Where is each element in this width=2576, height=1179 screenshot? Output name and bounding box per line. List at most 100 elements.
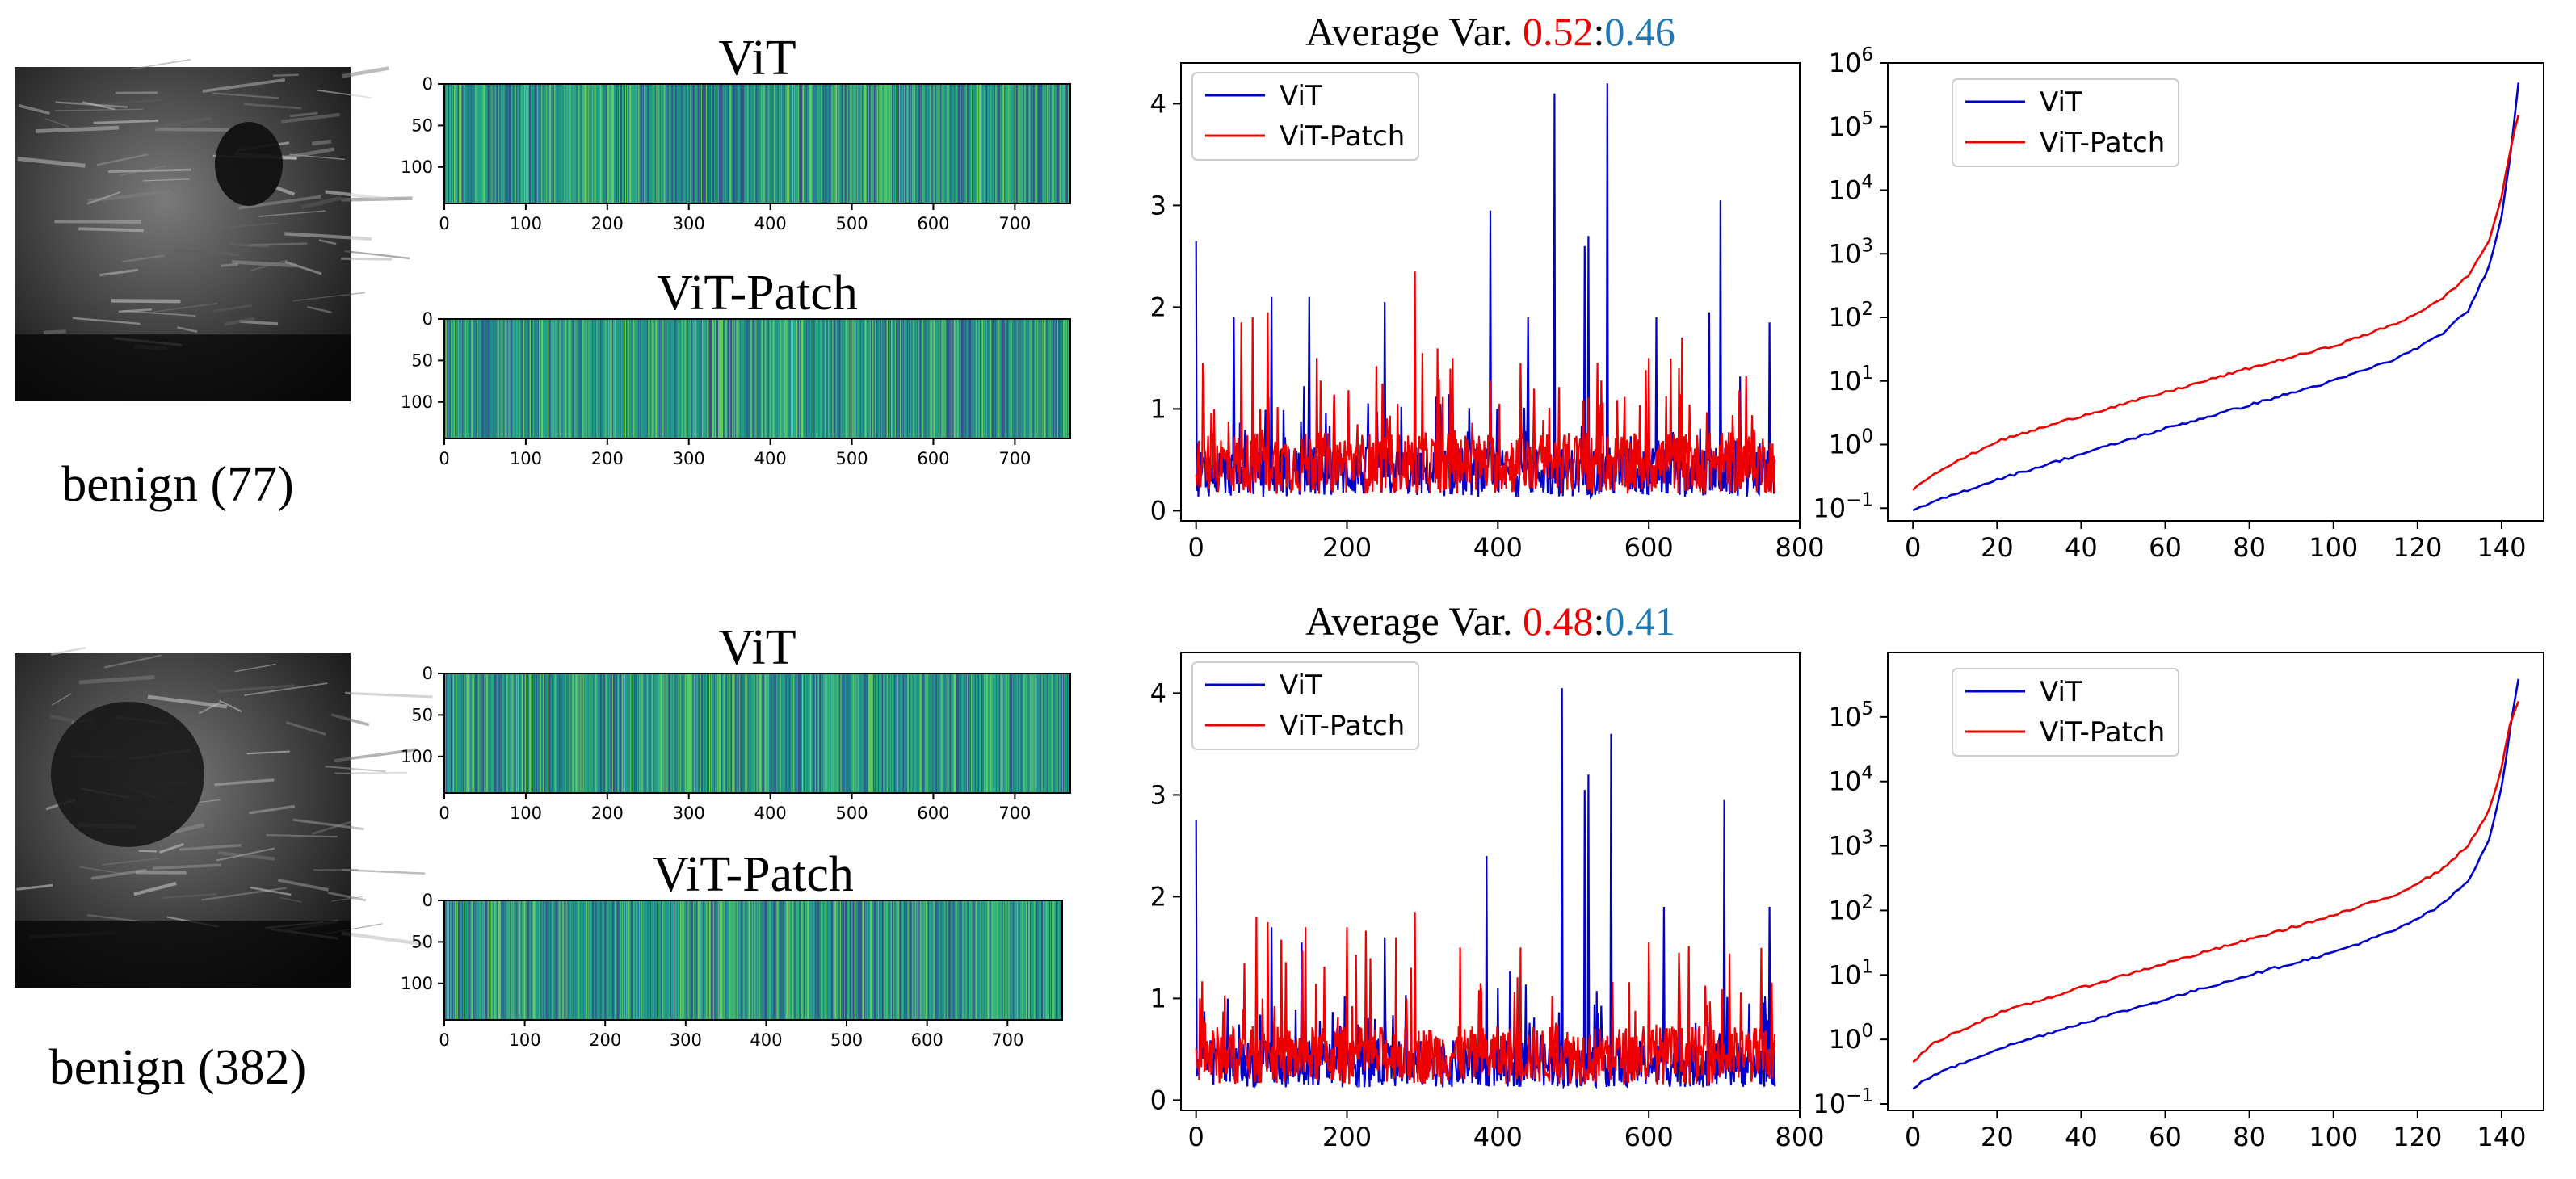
heatmap-cell [847, 84, 849, 203]
heatmap-cell [1019, 900, 1020, 1020]
heatmap-cell [560, 84, 561, 203]
heatmap-cell [502, 673, 504, 793]
heatmap-cell [822, 900, 824, 1020]
heatmap-cell [713, 673, 715, 793]
heatmap-cell [496, 84, 498, 203]
heatmap-cell [662, 319, 664, 438]
heatmap-cell [667, 319, 670, 438]
heatmap-cell [900, 900, 902, 1020]
speckle [280, 896, 302, 903]
heatmap-cell [559, 673, 561, 793]
heatmap-cell [708, 319, 711, 438]
heatmap-cell [597, 84, 599, 203]
speckle [292, 818, 364, 831]
heatmap-cell [967, 900, 969, 1020]
heatmap-cell [546, 319, 548, 438]
heatmap-cell [485, 673, 488, 793]
heatmap-cell [811, 673, 813, 793]
heatmap-cell [607, 84, 609, 203]
heatmap-cell [826, 900, 828, 1020]
heatmap-cell [771, 673, 774, 793]
ytick-label: 102 [1829, 892, 1873, 925]
heatmap-cell [738, 319, 740, 438]
heatmap-cell [561, 900, 563, 1020]
heatmap-cell [595, 673, 597, 793]
heatmap-cell [1053, 84, 1056, 203]
heatmap-cell [1048, 900, 1050, 1020]
heatmap-cell [1011, 673, 1012, 793]
heatmap-cell [1041, 84, 1044, 203]
heatmap-cell [880, 900, 882, 1020]
heatmap-cell [917, 319, 918, 438]
heatmap-cell [909, 319, 910, 438]
heatmap-cell [710, 319, 712, 438]
heatmap-cell [622, 84, 624, 203]
heatmap-cell [718, 900, 721, 1020]
heatmap-xtick-label: 300 [673, 214, 705, 233]
heatmap-cell [981, 84, 983, 203]
heatmap-cell [1033, 900, 1035, 1020]
heatmap-cell [1053, 673, 1055, 793]
heatmap-cell [900, 673, 901, 793]
heatmap-cell [781, 319, 784, 438]
heatmap-cell [1021, 900, 1023, 1020]
heatmap-cell [781, 900, 783, 1020]
heatmap-cell [786, 319, 788, 438]
heatmap-cell [910, 84, 911, 203]
heatmap-cell [779, 900, 780, 1020]
heatmap-cell [449, 900, 452, 1020]
heatmap-cell [482, 900, 485, 1020]
xtick-label: 100 [2309, 1122, 2358, 1152]
heatmap-cell [584, 673, 586, 793]
heatmap-cell [983, 84, 985, 203]
heatmap-cell [808, 900, 809, 1020]
heatmap-cell [991, 673, 993, 793]
heatmap-cell [1023, 84, 1025, 203]
heatmap-cell [980, 319, 982, 438]
heatmap-cell [815, 673, 817, 793]
heatmap-cell [893, 319, 894, 438]
heatmap-cell [656, 319, 658, 438]
heatmap-cell [1011, 673, 1013, 793]
heatmap-cell [692, 673, 695, 793]
heatmap-cell [924, 84, 926, 203]
heatmap-cell [797, 900, 799, 1020]
heatmap-cell [839, 84, 842, 203]
heatmap-cell [901, 84, 903, 203]
heatmap-cell [755, 84, 758, 203]
heatmap-cell [703, 673, 705, 793]
heatmap-cell [483, 319, 485, 438]
heatmap-cell [801, 84, 803, 203]
heatmap-cell [666, 673, 669, 793]
heatmap-cell [923, 900, 926, 1020]
heatmap-cell [458, 673, 460, 793]
heatmap-cell [652, 673, 653, 793]
heatmap-cell [476, 900, 478, 1020]
heatmap-cell [536, 84, 537, 203]
heatmap-cell [725, 319, 727, 438]
heatmap-cell [1035, 900, 1036, 1020]
speckle [344, 691, 433, 699]
heatmap-cell [544, 673, 545, 793]
heatmap-cell [479, 673, 481, 793]
heatmap-cell [845, 673, 847, 793]
heatmap-cell [643, 319, 645, 438]
heatmap-cell [548, 84, 549, 203]
heatmap-cell [1047, 900, 1048, 1020]
heatmap-cell [845, 84, 847, 203]
heatmap-cell [506, 84, 509, 203]
heatmap-cell [861, 319, 864, 438]
heatmap-cell [899, 84, 901, 203]
heatmap-cell [1011, 84, 1013, 203]
heatmap-cell [1064, 84, 1066, 203]
heatmap-cell [591, 673, 594, 793]
heatmap-cell [671, 673, 674, 793]
heatmap-cell [944, 84, 947, 203]
heatmap-cell [596, 84, 599, 203]
heatmap-cell [632, 84, 634, 203]
heatmap-cell [537, 900, 540, 1020]
heatmap-cell [500, 900, 502, 1020]
heatmap-cell [653, 673, 654, 793]
heatmap-cell [700, 319, 702, 438]
heatmap-cell [1018, 319, 1020, 438]
